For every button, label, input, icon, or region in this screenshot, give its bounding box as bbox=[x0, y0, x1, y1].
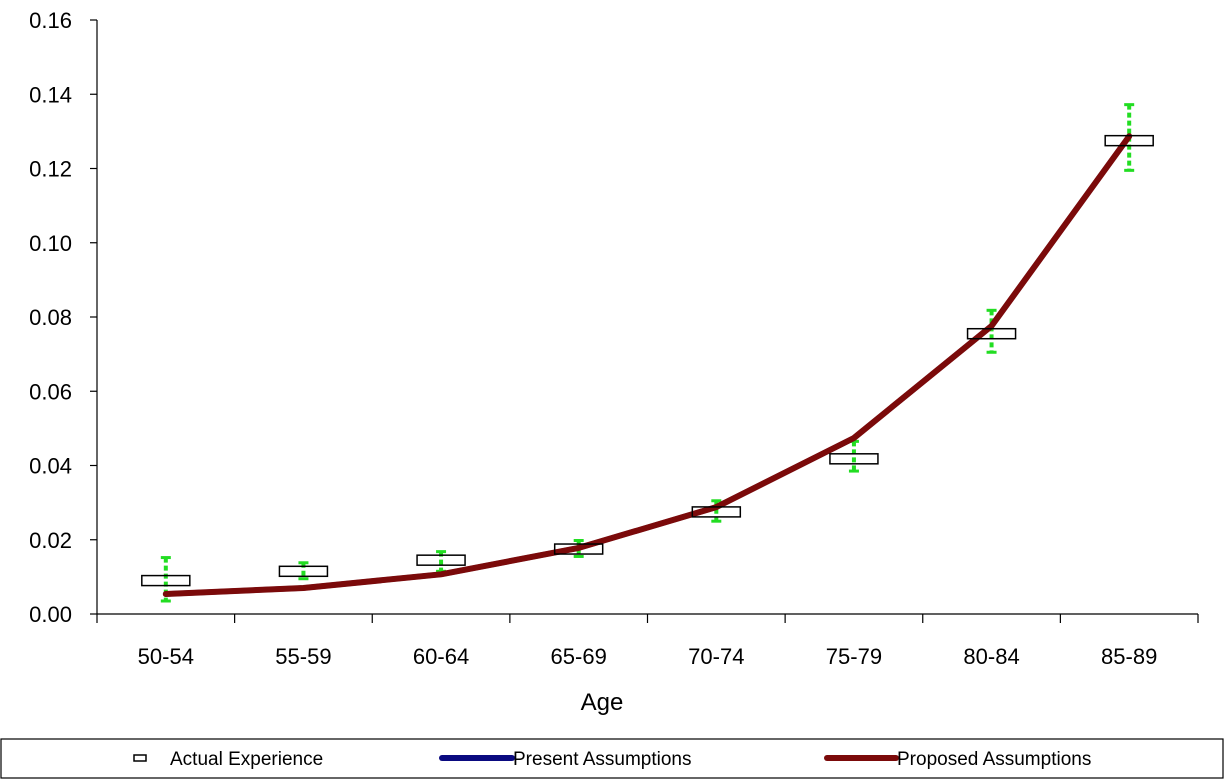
x-tick-labels: 50-54 55-59 60-64 65-69 70-74 75-79 80-84 85-89 bbox=[96, 614, 1199, 669]
x-tick-label: 65-69 bbox=[551, 644, 607, 669]
actual-marker bbox=[966, 327, 1017, 340]
x-tick-label: 85-89 bbox=[1101, 644, 1157, 669]
x-axis-title: Age bbox=[581, 689, 624, 716]
actual-markers bbox=[141, 134, 1154, 587]
line-proposed-assumptions bbox=[162, 133, 1133, 597]
x-tick-label: 80-84 bbox=[963, 644, 1019, 669]
actual-marker bbox=[278, 565, 329, 578]
legend-swatch-actual-experience bbox=[133, 754, 147, 762]
y-tick-label: 0.10 bbox=[29, 231, 72, 256]
x-tick-label: 55-59 bbox=[275, 644, 331, 669]
y-tick-label: 0.04 bbox=[29, 454, 72, 479]
series-lines bbox=[162, 133, 1133, 597]
y-tick-labels: 0.00 0.02 0.04 0.06 0.08 0.10 0.12 0.14 0.16 bbox=[29, 8, 97, 627]
y-tick-label: 0.06 bbox=[29, 379, 72, 404]
x-tick-label: 50-54 bbox=[138, 644, 194, 669]
actual-marker bbox=[141, 574, 191, 587]
actual-marker bbox=[416, 554, 466, 566]
actual-marker bbox=[829, 453, 879, 465]
legend-frame bbox=[0, 738, 1224, 779]
y-tick-label: 0.12 bbox=[29, 157, 72, 182]
actual-marker bbox=[553, 543, 604, 555]
legend: Actual Experience Present Assumptions Pr… bbox=[0, 738, 1224, 779]
y-tick-label: 0.02 bbox=[29, 528, 72, 553]
actual-marker bbox=[1104, 134, 1154, 147]
y-tick-label: 0.00 bbox=[29, 602, 72, 627]
x-tick-label: 75-79 bbox=[826, 644, 882, 669]
y-tick-label: 0.08 bbox=[29, 305, 72, 330]
y-tick-label: 0.16 bbox=[29, 8, 72, 33]
legend-label-actual-experience: Actual Experience bbox=[170, 749, 323, 770]
y-tick-label: 0.14 bbox=[29, 82, 72, 107]
legend-label-present-assumptions: Present Assumptions bbox=[513, 749, 691, 770]
actual-marker bbox=[691, 506, 742, 518]
legend-label-proposed-assumptions: Proposed Assumptions bbox=[897, 749, 1091, 770]
x-tick-label: 70-74 bbox=[688, 644, 744, 669]
x-tick-label: 60-64 bbox=[413, 644, 469, 669]
